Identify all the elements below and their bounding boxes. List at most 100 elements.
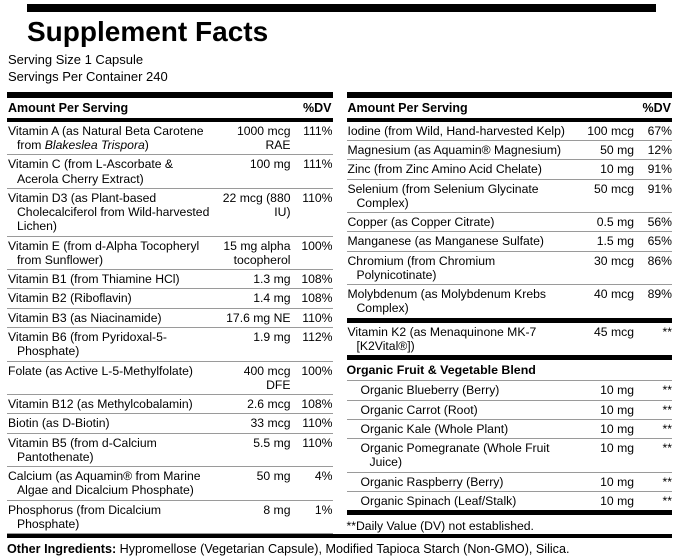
section-rule [346, 317, 672, 323]
nutrient-dv: 108% [301, 291, 333, 306]
nutrient-name: Organic Carrot (Root) [360, 403, 577, 417]
nutrient-dv: 110% [302, 416, 333, 431]
nutrient-name-text: Vitamin B3 (as Niacinamide) [8, 310, 162, 325]
nutrient-name: Chromium (from Chromium Polynicotinate) [347, 254, 577, 283]
nutrient-amount: 10 mg [600, 402, 634, 417]
nutrient-amount: 17.6 mg NE [226, 310, 291, 325]
nutrient-amount: 1.3 mg [253, 272, 291, 287]
dv-header: %DV [303, 100, 332, 115]
nutrient-name: Iodine (from Wild, Hand-harvested Kelp) [347, 124, 577, 138]
nutrient-amount: 33 mcg [250, 416, 291, 431]
nutrient-dv: 111% [303, 123, 333, 138]
nutrient-dv: 4% [314, 469, 333, 484]
nutrient-name-suffix: ) [144, 138, 149, 153]
nutrient-row: Vitamin B1 (from Thiamine HCl) 1.3 mg 10… [7, 270, 333, 290]
nutrient-row: Iodine (from Wild, Hand-harvested Kelp) … [346, 122, 672, 142]
nutrient-name: Organic Blueberry (Berry) [360, 383, 577, 397]
nutrient-dv: 100% [301, 363, 333, 378]
nutrient-dv: 1% [314, 502, 333, 517]
nutrient-name: Molybdenum (as Molybdenum Krebs Complex) [347, 287, 577, 316]
nutrient-dv: ** [662, 493, 673, 508]
nutrient-dv: 112% [302, 329, 333, 344]
nutrient-row: Phosphorus (from Dicalcium Phosphate) 8 … [7, 501, 333, 535]
blend-ingredient-row: Organic Carrot (Root) 10 mg ** [346, 401, 672, 420]
nutrient-amount: 400 mcg DFE [243, 363, 291, 392]
nutrient-row: Folate (as Active L-5-Methylfolate) 400 … [7, 362, 333, 396]
nutrient-name: Manganese (as Manganese Sulfate) [347, 234, 577, 248]
nutrient-dv: 110% [302, 190, 333, 205]
nutrient-amount: 1.4 mg [253, 291, 291, 306]
nutrient-dv: ** [662, 441, 673, 456]
nutrient-amount: 10 mg [600, 474, 634, 489]
left-column-header: Amount Per Serving %DV [7, 91, 333, 122]
nutrient-name: Selenium (from Selenium Glycinate Comple… [347, 182, 577, 211]
nutrient-name-text: Magnesium (as Aquamin® Magnesium) [347, 143, 562, 158]
nutrient-name-text: Folate (as Active L-5-Methylfolate) [8, 363, 193, 378]
nutrient-row: Copper (as Copper Citrate) 0.5 mg 56% [346, 213, 672, 233]
blend-ingredient-row: Organic Kale (Whole Plant) 10 mg ** [346, 420, 673, 440]
nutrient-name: Vitamin B3 (as Niacinamide) [7, 311, 219, 325]
nutrient-row: Chromium (from Chromium Polynicotinate) … [346, 252, 672, 286]
nutrient-row: Vitamin C (from L-Ascorbate & Acerola Ch… [7, 155, 333, 189]
nutrient-row: Vitamin B3 (as Niacinamide) 17.6 mg NE 1… [7, 309, 333, 328]
nutrient-amount: 5.5 mg [253, 435, 291, 450]
right-column: Amount Per Serving %DV Iodine (from Wild… [346, 91, 673, 534]
nutrient-name: Vitamin D3 (as Plant-based Cholecalcifer… [7, 191, 219, 234]
nutrient-amount: 45 mcg [594, 324, 634, 339]
nutrient-dv: 91% [647, 162, 672, 177]
nutrient-dv: ** [662, 324, 673, 339]
nutrient-name-text: Organic Kale (Whole Plant) [360, 421, 509, 436]
nutrient-amount: 100 mg [249, 157, 291, 172]
blend-ingredient-row: Organic Blueberry (Berry) 10 mg ** [346, 381, 672, 401]
nutrient-name: Phosphorus (from Dicalcium Phosphate) [7, 503, 219, 532]
nutrient-name-text: Vitamin B5 (from d-Calcium Pantothenate) [8, 435, 157, 464]
nutrient-dv: ** [662, 474, 673, 489]
blend-ingredient-row: Organic Spinach (Leaf/Stalk) 10 mg ** [347, 492, 673, 510]
nutrient-name-text: Manganese (as Manganese Sulfate) [347, 234, 544, 249]
nutrient-row: Vitamin B12 (as Methylcobalamin) 2.6 mcg… [7, 395, 333, 415]
bottom-rule [7, 534, 672, 539]
masthead: Supplement Facts [27, 4, 656, 52]
nutrient-name: Vitamin B1 (from Thiamine HCl) [7, 272, 219, 286]
amount-per-serving-header: Amount Per Serving [347, 100, 468, 115]
nutrient-dv: 108% [301, 272, 333, 287]
nutrient-row: Manganese (as Manganese Sulfate) 1.5 mg … [346, 232, 672, 252]
nutrient-row: Selenium (from Selenium Glycinate Comple… [346, 180, 672, 214]
nutrient-name: Vitamin B6 (from Pyridoxal-5-Phosphate) [7, 330, 219, 359]
nutrient-dv: 111% [303, 157, 333, 172]
nutrient-name: Organic Raspberry (Berry) [360, 475, 577, 489]
nutrient-name-text: Vitamin C (from L-Ascorbate & Acerola Ch… [8, 157, 174, 186]
nutrient-name: Organic Spinach (Leaf/Stalk) [360, 494, 577, 508]
nutrient-dv: 56% [647, 215, 672, 230]
nutrient-amount: 15 mg alpha tocopherol [223, 238, 291, 267]
nutrient-name-text: Chromium (from Chromium Polynicotinate) [347, 253, 496, 282]
nutrient-name-text: Organic Carrot (Root) [360, 402, 478, 417]
nutrient-name-text: Vitamin B12 (as Methylcobalamin) [8, 397, 193, 412]
nutrient-name: Vitamin K2 (as Menaquinone MK-7 [K2Vital… [347, 325, 577, 354]
other-ingredients-text: Hypromellose (Vegetarian Capsule), Modif… [116, 542, 570, 556]
nutrient-amount: 2.6 mcg [247, 397, 291, 412]
nutrient-name: Vitamin B2 (Riboflavin) [7, 291, 219, 305]
nutrient-name-text: Vitamin D3 (as Plant-based Cholecalcifer… [8, 190, 210, 234]
nutrient-name-text: Molybdenum (as Molybdenum Krebs Complex) [347, 287, 546, 316]
nutrient-name-text: Vitamin B6 (from Pyridoxal-5-Phosphate) [8, 329, 167, 359]
nutrient-row: Molybdenum (as Molybdenum Krebs Complex)… [347, 285, 673, 318]
nutrient-dv: 89% [647, 287, 672, 302]
nutrient-name-text: Biotin (as D-Biotin) [8, 416, 110, 431]
nutrient-name-text: Vitamin K2 (as Menaquinone MK-7 [K2Vital… [347, 324, 537, 353]
nutrient-name: Vitamin A (as Natural Beta Carotene from… [7, 124, 219, 153]
nutrient-dv: ** [662, 421, 673, 436]
nutrient-name-text: Organic Pomegranate (Whole Fruit Juice) [360, 441, 550, 470]
nutrient-amount: 100 mcg [587, 123, 634, 138]
other-ingredients-label: Other Ingredients: [7, 542, 117, 556]
nutrient-name-text: Vitamin B2 (Riboflavin) [8, 291, 132, 306]
nutrient-row: Magnesium (as Aquamin® Magnesium) 50 mg … [346, 141, 672, 161]
dv-header: %DV [642, 100, 671, 115]
section-rule [346, 355, 672, 361]
nutrient-name: Biotin (as D-Biotin) [7, 416, 219, 430]
nutrient-dv: 86% [647, 253, 672, 268]
other-ingredients-section: Other Ingredients: Hypromellose (Vegetar… [7, 534, 672, 556]
nutrient-dv: 110% [302, 435, 333, 450]
nutrient-amount: 50 mcg [594, 181, 634, 196]
